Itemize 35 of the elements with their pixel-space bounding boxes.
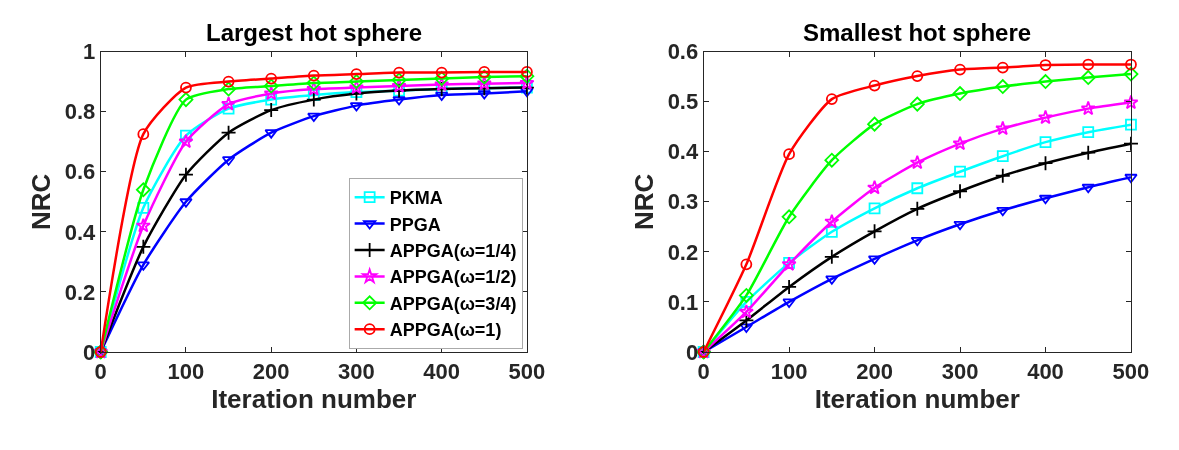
y-tick-label: 0 [83, 339, 96, 365]
chart-title: Largest hot sphere [206, 19, 423, 46]
y-tick-label: 0 [685, 339, 699, 365]
y-tick-label: 0.3 [667, 189, 699, 215]
legend-label: PPGA [389, 214, 441, 235]
y-tick-label: 0.2 [64, 279, 96, 305]
legend-label: APPGA(ω=3/4) [389, 293, 517, 314]
x-tick-label: 500 [1112, 359, 1150, 385]
y-tick-label: 0.5 [667, 89, 699, 115]
y-tick-label: 0.6 [64, 159, 96, 185]
x-axis-title: Iteration number [814, 384, 1020, 415]
y-axis-title: NRC [629, 173, 660, 230]
legend-label: APPGA(ω=1/2) [389, 267, 517, 288]
y-tick-label: 0.4 [64, 219, 97, 245]
y-tick-label: 0.6 [667, 39, 699, 65]
x-tick-label: 100 [167, 359, 205, 385]
legend-label: PKMA [389, 188, 443, 209]
y-tick-label: 1 [83, 39, 96, 65]
legend-label: APPGA(ω=1/4) [389, 241, 517, 262]
x-tick-label: 200 [856, 359, 893, 385]
y-tick-label: 0.2 [667, 239, 699, 265]
x-tick-label: 400 [423, 359, 461, 385]
x-axis-title: Iteration number [211, 384, 417, 415]
y-tick-label: 0.1 [667, 289, 699, 315]
x-tick-label: 300 [338, 359, 375, 385]
y-axis-title: NRC [26, 173, 57, 230]
chart-title: Smallest hot sphere [803, 19, 1032, 46]
x-tick-label: 300 [941, 359, 979, 385]
x-tick-label: 400 [1027, 359, 1064, 385]
x-tick-label: 200 [252, 359, 290, 385]
y-tick-label: 0.8 [64, 99, 96, 125]
legend-label: APPGA(ω=1) [389, 320, 502, 341]
y-tick-label: 0.4 [667, 139, 699, 165]
x-tick-label: 100 [770, 359, 808, 385]
x-tick-label: 500 [508, 359, 546, 385]
